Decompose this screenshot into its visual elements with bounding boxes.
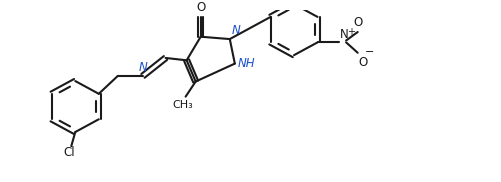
Text: +: + [347, 27, 354, 37]
Text: O: O [358, 56, 367, 69]
Text: N: N [139, 62, 147, 74]
Text: −: − [364, 47, 373, 57]
Text: O: O [352, 16, 362, 29]
Text: O: O [196, 1, 205, 14]
Text: CH₃: CH₃ [172, 100, 193, 110]
Text: N: N [339, 28, 348, 41]
Text: Cl: Cl [63, 146, 75, 159]
Text: N: N [231, 24, 240, 37]
Text: NH: NH [237, 57, 255, 70]
